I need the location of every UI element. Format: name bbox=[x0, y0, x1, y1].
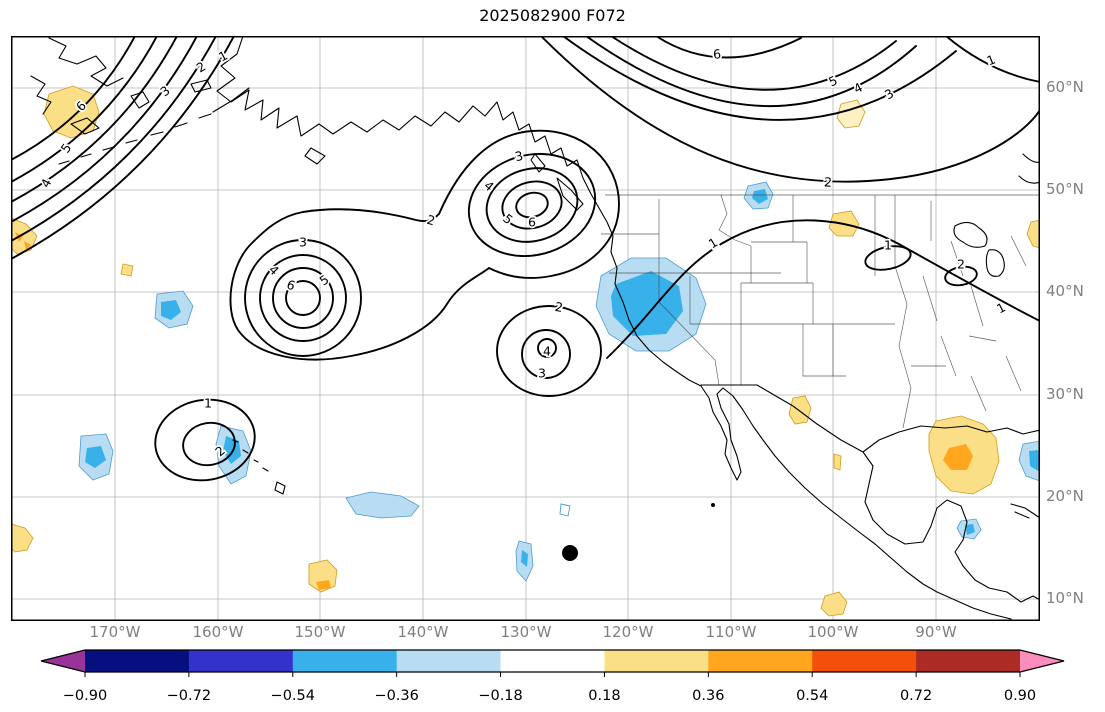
contour-label: 6 bbox=[528, 215, 536, 230]
colorbar-tick-label: −0.36 bbox=[374, 688, 418, 704]
x-tick-label: 110°W bbox=[705, 623, 757, 641]
storm-markers bbox=[562, 503, 715, 561]
contour-label: 6 bbox=[713, 46, 722, 62]
colorbar-tick-label: −0.72 bbox=[167, 688, 211, 704]
contour-label: 5 bbox=[58, 140, 75, 155]
contour-label: 2 bbox=[554, 299, 564, 315]
x-tick-label: 120°W bbox=[602, 623, 654, 641]
y-tick-label: 50°N bbox=[1046, 180, 1084, 198]
contour-label: 4 bbox=[481, 178, 497, 195]
positive-anomaly-core bbox=[24, 241, 31, 250]
positive-anomaly-patch bbox=[11, 523, 34, 553]
contour-label: 5 bbox=[316, 272, 331, 289]
x-axis-tick-labels: 170°W 160°W 150°W 140°W 130°W 120°W 110°W 100°W… bbox=[0, 623, 1105, 645]
positive-anomaly-pale-patch bbox=[836, 99, 866, 129]
contour-label: 6 bbox=[285, 277, 298, 294]
x-tick-label: 130°W bbox=[500, 623, 552, 641]
positive-anomaly-core bbox=[316, 580, 331, 590]
negative-anomaly-core bbox=[1029, 450, 1040, 472]
positive-anomaly-patch bbox=[120, 263, 134, 277]
negative-anomaly-core bbox=[965, 524, 975, 535]
colorbar-segment bbox=[85, 650, 190, 672]
storm-dot bbox=[562, 545, 578, 561]
contour-label: 3 bbox=[299, 235, 307, 250]
negative-anomaly-core bbox=[752, 189, 768, 204]
positive-anomaly-patch bbox=[788, 395, 812, 425]
colorbar-tick-label: 0.72 bbox=[900, 688, 932, 704]
state-borders bbox=[601, 194, 1040, 429]
contour-label: 1 bbox=[985, 52, 998, 69]
colorbar-tick-label: −0.18 bbox=[478, 688, 522, 704]
anomaly-shading bbox=[11, 85, 1040, 617]
contour-label: 3 bbox=[514, 148, 525, 164]
colorbar-extend-low bbox=[41, 650, 85, 672]
negative-anomaly-core bbox=[521, 550, 528, 567]
plot-frame bbox=[11, 36, 1040, 621]
contour-label: 1 bbox=[204, 396, 212, 411]
coastlines bbox=[30, 36, 1040, 620]
y-tick-label: 60°N bbox=[1046, 78, 1084, 96]
contour-label: 1 bbox=[884, 238, 892, 253]
x-tick-label: 160°W bbox=[192, 623, 244, 641]
y-tick-label: 40°N bbox=[1046, 282, 1084, 300]
contour-label: 4 bbox=[543, 344, 551, 359]
small-dot bbox=[711, 503, 715, 507]
x-tick-label: 170°W bbox=[89, 623, 141, 641]
contour-label: 2 bbox=[824, 174, 833, 190]
colorbar-segment bbox=[292, 650, 398, 672]
contour-label: 2 bbox=[194, 59, 209, 76]
negative-anomaly-outline bbox=[559, 503, 571, 517]
colorbar-extend-high bbox=[1020, 650, 1064, 672]
colorbar-segment bbox=[500, 650, 605, 672]
negative-anomaly-patch bbox=[345, 491, 420, 519]
colorbar-tick-label: 0.18 bbox=[588, 688, 620, 704]
colorbar-tick-label: 0.36 bbox=[692, 688, 724, 704]
colorbar-segment bbox=[916, 650, 1021, 672]
x-tick-label: 90°W bbox=[915, 623, 957, 641]
contour-label: 2 bbox=[425, 212, 437, 229]
colorbar-tick-label: −0.90 bbox=[63, 688, 107, 704]
colorbar-tick-label: −0.54 bbox=[271, 688, 315, 704]
y-axis-tick-labels: 60°N 50°N 40°N 30°N 20°N 10°N bbox=[1046, 0, 1105, 712]
colorbar-tick-label: 0.54 bbox=[796, 688, 828, 704]
y-tick-label: 10°N bbox=[1046, 589, 1084, 607]
positive-anomaly-patch bbox=[1026, 219, 1040, 249]
contour-label: 3 bbox=[157, 83, 173, 100]
negative-anomaly-core bbox=[85, 446, 106, 468]
colorbar-segment bbox=[812, 650, 917, 672]
colorbar-segment bbox=[708, 650, 813, 672]
negative-anomaly-core bbox=[161, 300, 181, 320]
contour-label: 2 bbox=[957, 257, 965, 272]
contour-lines bbox=[11, 36, 1040, 482]
positive-anomaly-patch bbox=[833, 453, 842, 471]
colorbar-tick-label: 0.90 bbox=[1004, 688, 1036, 704]
positive-anomaly-patch bbox=[820, 591, 848, 617]
colorbar-segment bbox=[396, 650, 502, 672]
colorbar-segment bbox=[188, 650, 294, 672]
colorbar-segment bbox=[604, 650, 709, 672]
positive-anomaly-patch bbox=[43, 85, 100, 139]
x-tick-label: 100°W bbox=[807, 623, 859, 641]
x-tick-label: 140°W bbox=[397, 623, 449, 641]
positive-anomaly-patch bbox=[11, 217, 38, 255]
chart-title: 2025082900 F072 bbox=[479, 6, 626, 25]
y-tick-label: 20°N bbox=[1046, 487, 1084, 505]
contour-label: 3 bbox=[538, 366, 546, 381]
colorbar: −0.90 −0.72 −0.54 −0.36 −0.18 0.18 0.36 0.54 0.7… bbox=[40, 649, 1065, 704]
y-tick-label: 30°N bbox=[1046, 385, 1084, 403]
contour-label: 4 bbox=[266, 262, 282, 278]
x-tick-label: 150°W bbox=[294, 623, 346, 641]
contour-label: 1 bbox=[706, 235, 721, 252]
positive-anomaly-core bbox=[943, 444, 973, 470]
